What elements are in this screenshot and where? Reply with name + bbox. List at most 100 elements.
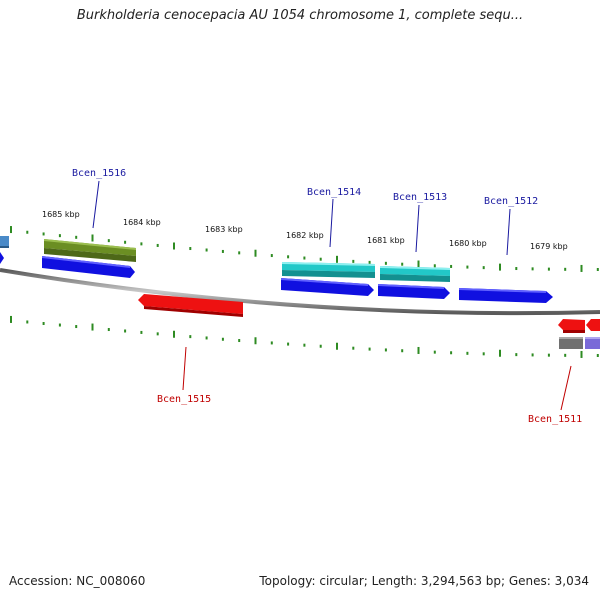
minor-tick (303, 343, 306, 347)
minor-tick (270, 341, 273, 345)
cds-arrow-forward[interactable] (42, 256, 135, 278)
cds-arrow-reverse[interactable] (558, 319, 585, 333)
gene-label-bcen-1516[interactable]: Bcen_1516 (72, 168, 126, 179)
major-tick (499, 263, 501, 271)
minor-tick (205, 336, 208, 340)
minor-tick (352, 259, 355, 263)
feature-block[interactable] (282, 262, 375, 278)
scale-label: 1681 kbp (367, 236, 405, 245)
cds-arrow-forward[interactable] (0, 252, 4, 264)
minor-tick (564, 353, 567, 357)
minor-tick (450, 264, 453, 268)
cds-arrow-forward[interactable] (459, 288, 553, 303)
minor-tick (596, 353, 599, 357)
major-tick (10, 315, 12, 323)
minor-tick (515, 353, 518, 357)
cds-arrow-reverse[interactable] (586, 319, 600, 331)
cds-arrow-forward[interactable] (281, 278, 374, 296)
major-tick (580, 264, 583, 272)
cds-track-reverse (138, 294, 600, 333)
major-tick (91, 323, 94, 331)
gene-label-bcen-1512[interactable]: Bcen_1512 (484, 196, 538, 207)
minor-tick (515, 267, 518, 271)
minor-tick (205, 248, 208, 252)
major-tick (254, 337, 257, 345)
major-tick (91, 234, 94, 242)
gene-label-leaders (92, 180, 572, 411)
minor-tick (482, 352, 485, 356)
cds-arrow-forward[interactable] (378, 284, 450, 299)
gene-label-bcen-1515[interactable]: Bcen_1515 (157, 394, 211, 405)
scale-labels: 1685 kbp 1684 kbp 1683 kbp 1682 kbp 1681… (42, 210, 568, 251)
feature-block[interactable] (0, 236, 9, 248)
scale-label: 1682 kbp (286, 231, 324, 240)
gene-labels: Bcen_1516 Bcen_1514 Bcen_1513 Bcen_1512 … (72, 168, 582, 425)
minor-tick (238, 339, 241, 343)
major-tick (173, 242, 175, 250)
minor-tick (75, 235, 78, 239)
scale-label: 1683 kbp (205, 225, 243, 234)
scale-label: 1685 kbp (42, 210, 80, 219)
minor-tick (140, 242, 143, 246)
minor-tick (319, 344, 322, 348)
minor-tick (466, 351, 469, 355)
minor-tick (450, 351, 453, 355)
minor-tick (531, 353, 534, 357)
minor-tick (319, 257, 322, 261)
cds-arrow-reverse[interactable] (138, 294, 243, 317)
cds-track-forward (0, 252, 553, 303)
minor-tick (156, 243, 159, 247)
major-tick (10, 226, 12, 234)
minor-tick (287, 255, 290, 259)
major-tick (417, 346, 420, 354)
minor-tick (221, 337, 224, 341)
scale-ticks-outer (10, 226, 599, 272)
minor-tick (75, 325, 78, 329)
minor-tick (42, 232, 45, 236)
minor-tick (368, 260, 371, 264)
major-tick (336, 342, 338, 350)
minor-tick (270, 254, 273, 258)
minor-tick (547, 267, 550, 271)
minor-tick (401, 262, 404, 266)
major-tick (580, 350, 583, 358)
minor-tick (384, 261, 387, 265)
minor-tick (107, 239, 110, 243)
feature-block[interactable] (559, 337, 583, 349)
minor-tick (124, 329, 127, 333)
minor-tick (564, 267, 567, 271)
minor-tick (140, 330, 143, 334)
map-title: Burkholderia cenocepacia AU 1054 chromos… (76, 8, 524, 23)
scale-label: 1679 kbp (530, 242, 568, 251)
feature-block[interactable] (585, 337, 600, 349)
minor-tick (107, 328, 110, 332)
minor-tick (401, 349, 404, 353)
minor-tick (26, 230, 29, 234)
major-tick (173, 330, 175, 338)
minor-tick (303, 256, 306, 260)
minor-tick (384, 348, 387, 352)
minor-tick (596, 267, 599, 271)
gene-label-bcen-1511[interactable]: Bcen_1511 (528, 414, 582, 425)
scale-label: 1680 kbp (449, 239, 487, 248)
feature-block[interactable] (44, 239, 136, 262)
minor-tick (433, 350, 436, 354)
topology-summary-text: Topology: circular; Length: 3,294,563 bp… (259, 574, 589, 588)
minor-tick (547, 353, 550, 357)
major-tick (417, 260, 420, 268)
feature-block[interactable] (380, 266, 450, 282)
minor-tick (238, 251, 241, 255)
minor-tick (58, 234, 61, 238)
minor-tick (189, 247, 192, 251)
feature-track-outer (0, 236, 450, 282)
scale-ticks-inner (10, 315, 599, 358)
chromosome-backbone (0, 268, 600, 316)
gene-label-bcen-1513[interactable]: Bcen_1513 (393, 192, 447, 203)
minor-tick (531, 267, 534, 271)
minor-tick (287, 342, 290, 346)
minor-tick (26, 320, 29, 324)
gene-label-bcen-1514[interactable]: Bcen_1514 (307, 187, 361, 198)
accession-text: Accession: NC_008060 (9, 574, 146, 588)
minor-tick (124, 240, 127, 244)
